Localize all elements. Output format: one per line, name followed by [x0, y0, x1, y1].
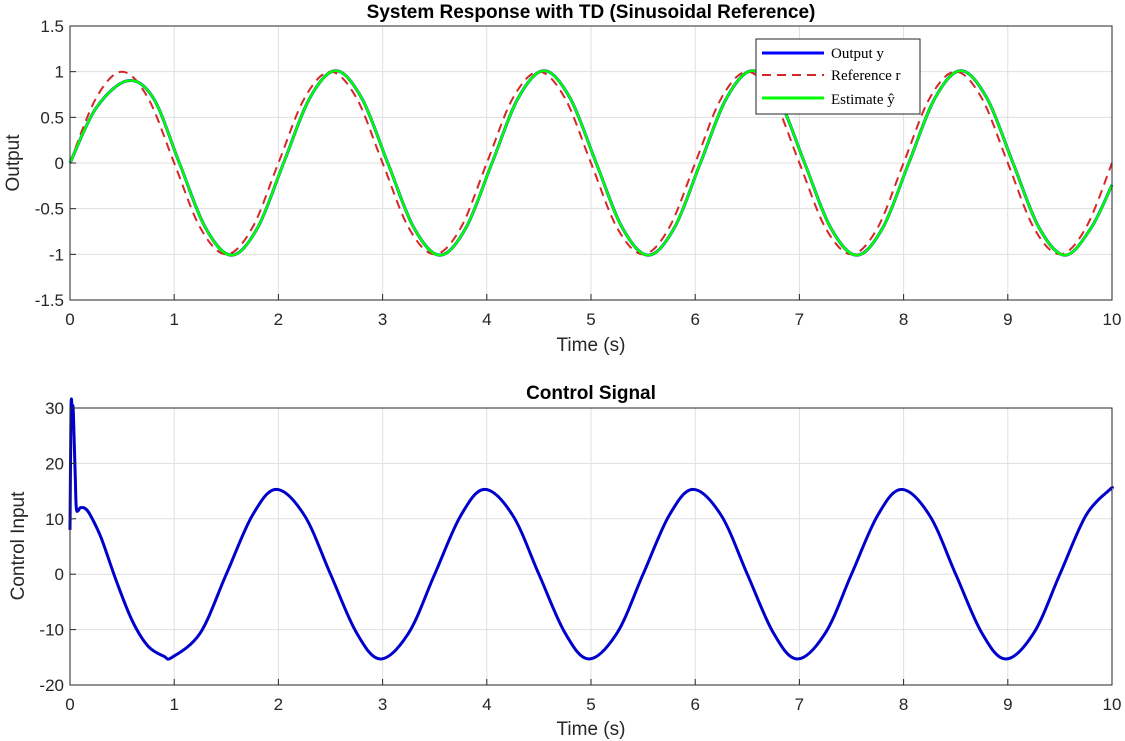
- control-xtick-label: 5: [586, 695, 595, 714]
- control-series-group: [68, 397, 1114, 661]
- control-xtick-label: 8: [899, 695, 908, 714]
- output-xtick-label: 10: [1103, 310, 1122, 329]
- legend: Output y Reference r Estimate ŷ: [755, 38, 921, 115]
- output-ytick-label: -1.5: [35, 291, 64, 310]
- control-ylabel: Control Input: [8, 491, 29, 601]
- control-xtick-label: 6: [690, 695, 699, 714]
- control-ytick-label: -10: [39, 621, 64, 640]
- output-xtick-label: 8: [899, 310, 908, 329]
- output-xtick-labels: 0 1 2 3 4 5 6 7 8 9 10: [65, 294, 1121, 329]
- output-xtick-label: 0: [65, 310, 74, 329]
- control-xtick-label: 4: [482, 695, 491, 714]
- control-xtick-label: 7: [795, 695, 804, 714]
- control-xtick-label: 1: [169, 695, 178, 714]
- legend-label-output-y: Output y: [831, 46, 884, 62]
- output-ytick-label: -0.5: [35, 200, 64, 219]
- control-series-control-input: [68, 397, 1114, 661]
- output-ylabel: Output: [3, 134, 24, 192]
- control-xtick-label: 2: [274, 695, 283, 714]
- control-ytick-label: 30: [45, 399, 64, 418]
- control-ytick-labels: -20 -10 0 10 20 30: [39, 399, 76, 695]
- output-ytick-label: 1.5: [40, 17, 64, 36]
- output-xtick-label: 7: [795, 310, 804, 329]
- output-ytick-labels: -1.5 -1 -0.5 0 0.5 1 1.5: [35, 17, 76, 310]
- output-ytick-label: 0: [55, 154, 64, 173]
- control-plot-title: Control Signal: [526, 383, 656, 404]
- output-ytick-label: 0.5: [40, 108, 64, 127]
- control-ytick-label: 0: [55, 565, 64, 584]
- control-xtick-label: 10: [1103, 695, 1122, 714]
- output-series-estimate: [68, 69, 1114, 257]
- legend-label-estimate: Estimate ŷ: [831, 92, 895, 108]
- output-xtick-label: 4: [482, 310, 491, 329]
- legend-label-reference-r: Reference r: [831, 68, 901, 84]
- control-xtick-label: 3: [378, 695, 387, 714]
- control-plot: 0 1 2 3 4 5 6 7 8 9 10 -20 -10 0 10 20 30 Control Signa…: [8, 383, 1121, 740]
- control-xlabel: Time (s): [557, 719, 626, 740]
- output-xtick-label: 6: [690, 310, 699, 329]
- control-xtick-label: 0: [65, 695, 74, 714]
- output-xtick-label: 1: [169, 310, 178, 329]
- output-plot: 0 1 2 3 4 5 6 7 8 9 10 -1.5 -1 -0.5 0 0.5 1 1.5 System R…: [3, 2, 1121, 356]
- output-xtick-label: 9: [1003, 310, 1012, 329]
- output-series-reference-r: [69, 70, 1113, 256]
- output-series-group: [68, 69, 1114, 257]
- control-ytick-label: -20: [39, 676, 64, 695]
- output-xtick-label: 2: [274, 310, 283, 329]
- output-ytick-label: -1: [49, 245, 64, 264]
- output-plot-title: System Response with TD (Sinusoidal Refe…: [367, 2, 816, 23]
- output-xtick-label: 3: [378, 310, 387, 329]
- output-xtick-label: 5: [586, 310, 595, 329]
- output-ytick-label: 1: [55, 63, 64, 82]
- control-ytick-label: 10: [45, 510, 64, 529]
- control-ytick-label: 20: [45, 454, 64, 473]
- control-xtick-labels: 0 1 2 3 4 5 6 7 8 9 10: [65, 679, 1121, 714]
- output-xlabel: Time (s): [557, 335, 626, 356]
- control-xtick-label: 9: [1003, 695, 1012, 714]
